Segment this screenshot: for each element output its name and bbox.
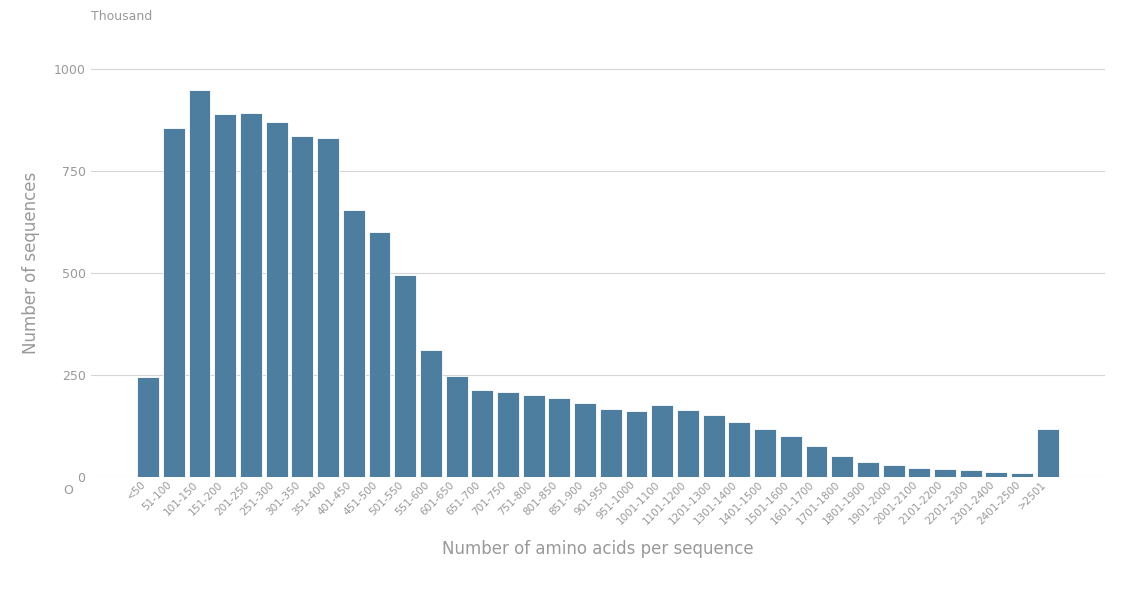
Bar xyxy=(445,376,467,477)
Bar xyxy=(857,463,879,477)
Bar xyxy=(137,377,159,477)
Y-axis label: Number of sequences: Number of sequences xyxy=(22,172,40,354)
Bar xyxy=(729,422,751,477)
Bar xyxy=(805,446,827,477)
Bar xyxy=(677,410,699,477)
Bar xyxy=(317,139,339,477)
Text: Thousand: Thousand xyxy=(91,10,153,23)
Bar xyxy=(497,392,519,477)
Bar xyxy=(240,113,262,477)
Text: O: O xyxy=(63,485,73,497)
Bar xyxy=(883,465,904,477)
Bar xyxy=(831,456,853,477)
Bar xyxy=(472,390,493,477)
Bar xyxy=(780,436,802,477)
X-axis label: Number of amino acids per sequence: Number of amino acids per sequence xyxy=(442,540,754,558)
Bar xyxy=(549,398,571,477)
Bar xyxy=(960,470,982,477)
Bar xyxy=(163,128,185,477)
Bar xyxy=(574,403,596,477)
Bar xyxy=(600,409,622,477)
Bar xyxy=(985,472,1007,477)
Bar xyxy=(292,136,313,477)
Bar xyxy=(523,395,544,477)
Bar xyxy=(214,114,236,477)
Bar xyxy=(1011,472,1033,477)
Bar xyxy=(420,350,442,477)
Bar xyxy=(625,411,647,477)
Bar xyxy=(703,415,724,477)
Bar xyxy=(909,467,931,477)
Bar xyxy=(343,210,364,477)
Bar xyxy=(189,90,211,477)
Bar xyxy=(394,275,416,477)
Bar xyxy=(369,232,391,477)
Bar xyxy=(754,428,776,477)
Bar xyxy=(1036,428,1059,477)
Bar xyxy=(652,405,673,477)
Bar xyxy=(265,122,287,477)
Bar xyxy=(934,469,956,477)
